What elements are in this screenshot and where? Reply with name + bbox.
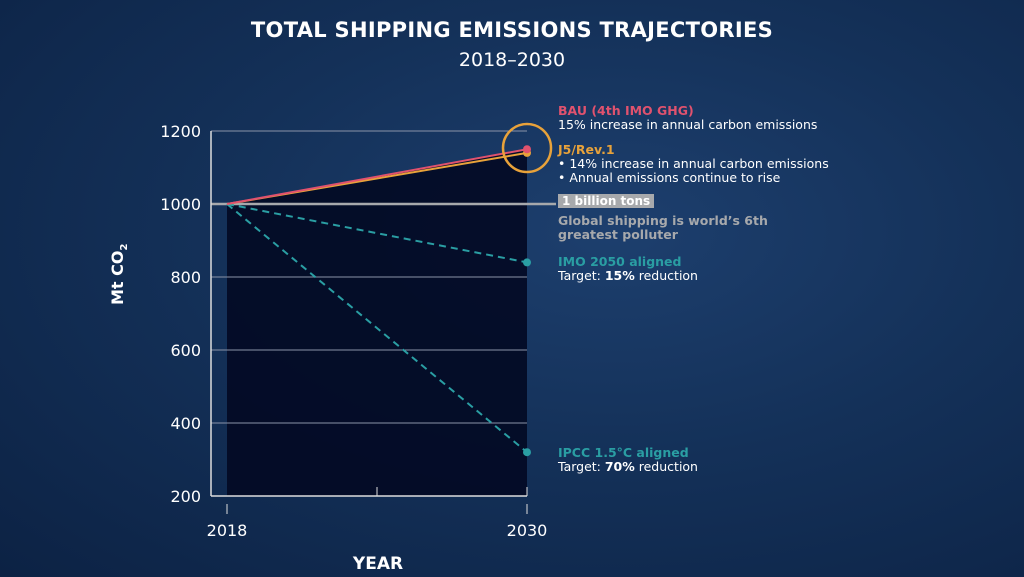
j5-text-2: • Annual emissions continue to rise (558, 170, 781, 185)
highlight-circle (501, 122, 553, 174)
imo-text: Target: 15% reduction (558, 268, 698, 283)
imo-title: IMO 2050 aligned (558, 254, 682, 269)
annotation-ipcc: IPCC 1.5°C aligned Target: 70% reduction (558, 446, 698, 474)
billion-badge: 1 billion tons (558, 194, 655, 208)
series-line (226, 203, 528, 264)
annotation-billion: 1 billion tons Global shipping is world’… (558, 194, 768, 242)
y-axis-label: Mt CO2 (108, 243, 131, 305)
y-tick-label: 1000 (160, 195, 201, 214)
chart-subtitle: 2018–2030 (458, 49, 566, 71)
ipcc-text: Target: 70% reduction (558, 459, 698, 474)
y-tick-label: 1200 (160, 122, 201, 141)
series-line (226, 148, 528, 205)
billion-text-2: greatest polluter (558, 227, 678, 242)
bau-title: BAU (4th IMO GHG) (558, 103, 694, 118)
annotation-j5: J5/Rev.1 • 14% increase in annual carbon… (558, 143, 829, 185)
series-end-point (523, 448, 531, 457)
j5-text-1: • 14% increase in annual carbon emission… (558, 156, 829, 171)
y-tick-label: 400 (170, 414, 201, 433)
annotation-imo: IMO 2050 aligned Target: 15% reduction (558, 255, 698, 283)
x-tick-label: 2030 (507, 521, 548, 540)
j5-title: J5/Rev.1 (558, 142, 615, 157)
bau-text: 15% increase in annual carbon emissions (558, 117, 818, 132)
y-tick-label: 800 (170, 268, 201, 287)
annotation-bau: BAU (4th IMO GHG) 15% increase in annual… (558, 104, 817, 132)
y-tick-label: 200 (170, 487, 201, 506)
y-tick-label: 600 (170, 341, 201, 360)
plot-area-fill (227, 149, 527, 496)
chart-title: TOTAL SHIPPING EMISSIONS TRAJECTORIES (250, 18, 774, 42)
x-axis-label: YEAR (352, 554, 403, 574)
series-end-point (523, 258, 531, 267)
x-tick-label: 2018 (207, 521, 248, 540)
series-line (226, 203, 528, 453)
ipcc-title: IPCC 1.5°C aligned (558, 445, 689, 460)
series-end-point (523, 145, 531, 154)
billion-text-1: Global shipping is world’s 6th (558, 213, 768, 228)
